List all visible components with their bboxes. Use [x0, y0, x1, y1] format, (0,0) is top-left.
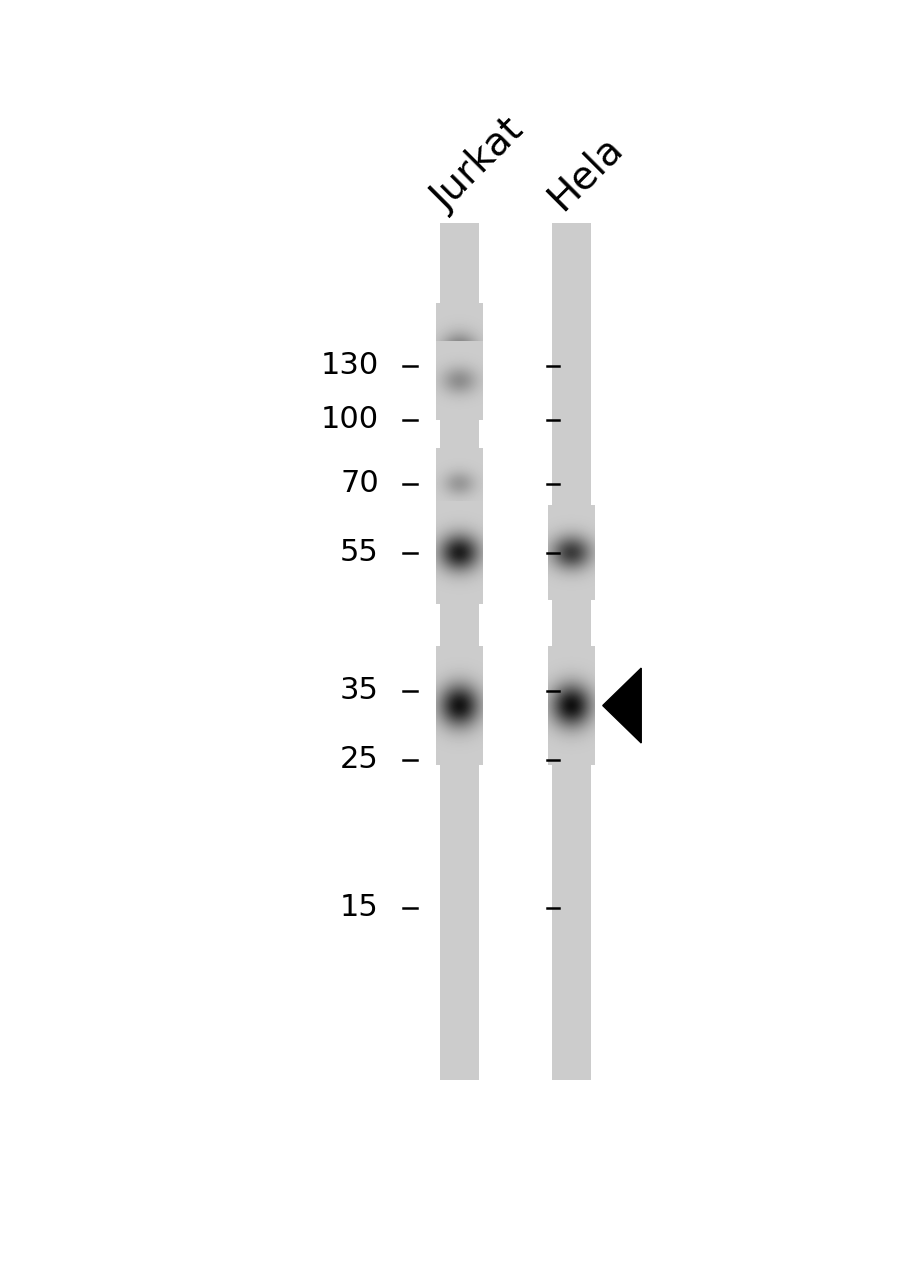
Polygon shape	[603, 668, 640, 742]
Text: 55: 55	[340, 539, 379, 567]
Text: Jurkat: Jurkat	[425, 111, 531, 218]
Bar	[551, 223, 590, 1080]
Text: 15: 15	[340, 893, 379, 922]
Text: 25: 25	[340, 745, 379, 774]
Text: Hela: Hela	[540, 128, 630, 218]
Text: 35: 35	[339, 676, 379, 705]
Bar	[439, 223, 478, 1080]
Text: 100: 100	[320, 406, 379, 434]
Text: 130: 130	[320, 351, 379, 380]
Text: 70: 70	[340, 470, 379, 498]
